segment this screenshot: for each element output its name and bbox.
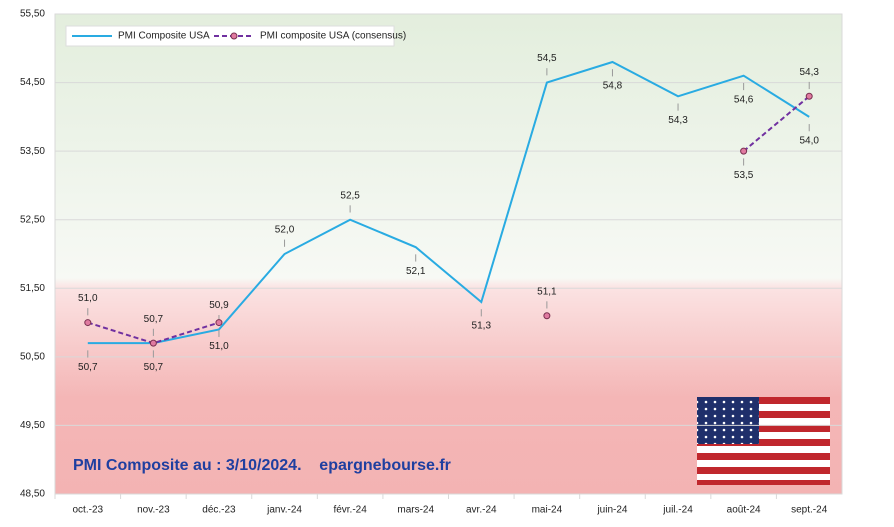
data-label: 54,3 [668, 115, 688, 126]
data-label: 52,5 [340, 190, 360, 201]
x-tick-label: avr.-24 [466, 505, 497, 516]
point-marker [543, 312, 551, 320]
x-tick-label: nov.-23 [137, 505, 170, 516]
x-tick-label: juin-24 [596, 505, 627, 516]
y-tick-label: 53,50 [20, 146, 45, 157]
y-tick-label: 50,50 [20, 351, 45, 362]
data-label: 54,8 [603, 81, 623, 92]
x-tick-label: sept.-24 [791, 505, 828, 516]
y-tick-label: 52,50 [20, 214, 45, 225]
data-label: 53,5 [734, 170, 754, 181]
data-label: 50,7 [144, 362, 164, 373]
legend-label: PMI Composite USA [118, 31, 210, 42]
x-tick-label: juil.-24 [662, 505, 693, 516]
legend-label: PMI composite USA (consensus) [260, 31, 406, 42]
annotation: PMI Composite au : 3/10/2024. epargnebou… [73, 457, 451, 474]
x-tick-label: août-24 [727, 505, 761, 516]
data-label: 51,0 [78, 293, 98, 304]
y-tick-label: 55,50 [20, 9, 45, 20]
y-tick-label: 48,50 [20, 489, 45, 500]
point-marker [84, 319, 92, 327]
x-tick-label: mai-24 [532, 505, 563, 516]
y-tick-label: 51,50 [20, 283, 45, 294]
x-tick-label: janv.-24 [266, 505, 302, 516]
data-label: 50,7 [144, 314, 164, 325]
data-label: 54,0 [799, 135, 819, 146]
x-tick-label: oct.-23 [73, 505, 104, 516]
x-tick-label: févr.-24 [333, 505, 367, 516]
point-marker [149, 339, 157, 347]
legend-marker [230, 32, 238, 40]
data-label: 54,6 [734, 94, 754, 105]
y-tick-label: 54,50 [20, 77, 45, 88]
data-label: 50,7 [78, 362, 98, 373]
flag-image [697, 397, 830, 485]
point-marker [805, 92, 813, 100]
data-label: 54,5 [537, 53, 557, 64]
data-label: 51,1 [537, 286, 557, 297]
data-label: 54,3 [799, 67, 819, 78]
data-label: 51,3 [472, 321, 492, 332]
x-tick-label: déc.-23 [202, 505, 236, 516]
data-label: 52,0 [275, 225, 295, 236]
series-line [87, 60, 810, 345]
point-marker [215, 319, 223, 327]
x-tick-label: mars-24 [397, 505, 434, 516]
point-marker [740, 147, 748, 155]
data-label: 50,9 [209, 300, 229, 311]
data-label: 51,0 [209, 341, 229, 352]
y-tick-label: 49,50 [20, 420, 45, 431]
data-label: 52,1 [406, 266, 426, 277]
